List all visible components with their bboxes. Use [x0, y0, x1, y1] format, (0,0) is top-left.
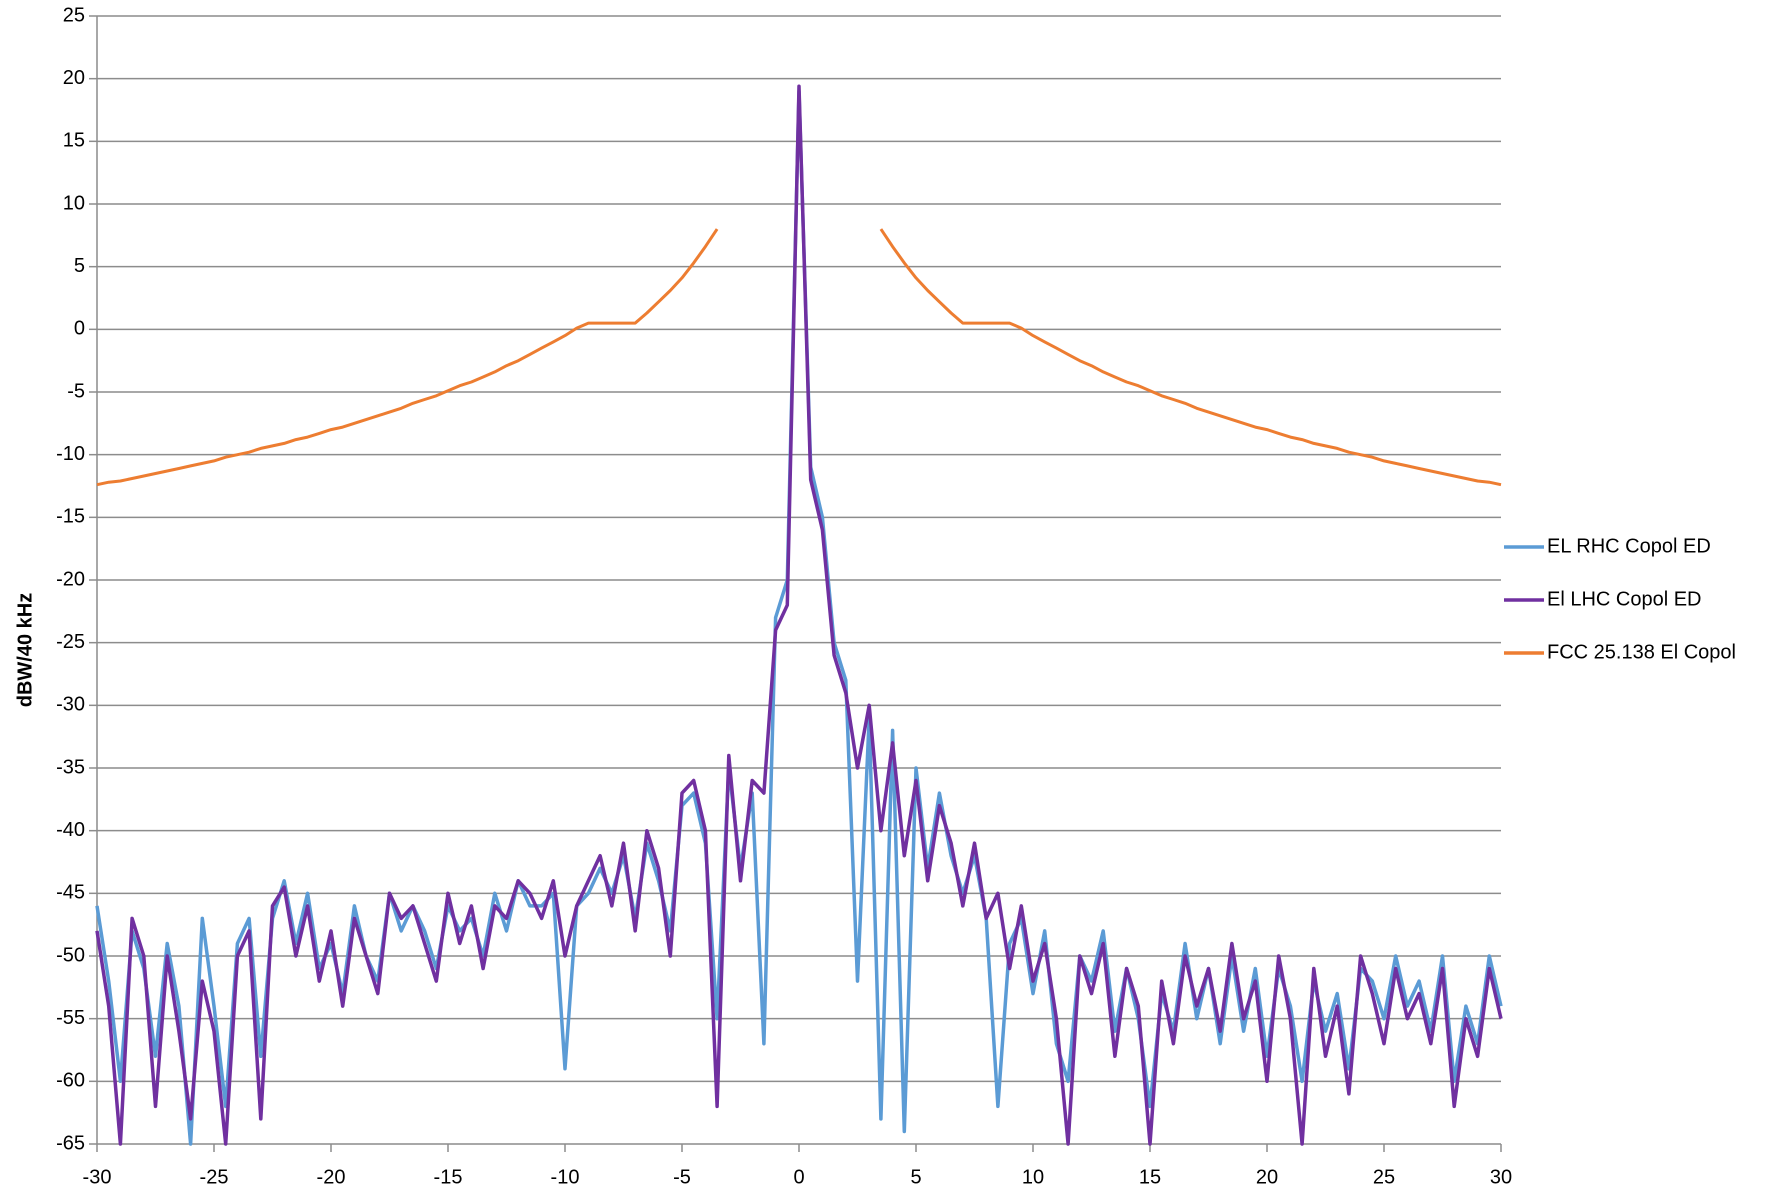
x-tick-label: 10 — [1022, 1166, 1044, 1188]
y-tick-label: -10 — [56, 443, 85, 465]
y-tick-label: -65 — [56, 1132, 85, 1154]
y-tick-label: -60 — [56, 1070, 85, 1092]
y-tick-label: -20 — [56, 568, 85, 590]
y-tick-label: -55 — [56, 1007, 85, 1029]
y-tick-label: 15 — [63, 130, 85, 152]
x-tick-label: 5 — [910, 1166, 921, 1188]
y-tick-label: -50 — [56, 944, 85, 966]
y-axis-label: dBW/40 kHz — [14, 593, 36, 707]
y-tick-label: -5 — [67, 380, 85, 402]
legend-label: EL RHC Copol ED — [1547, 535, 1711, 557]
y-tick-label: 20 — [63, 67, 85, 89]
series-line — [96, 228, 1502, 487]
x-tick-label: -10 — [551, 1166, 580, 1188]
y-tick-label: 0 — [74, 318, 85, 340]
series-line — [95, 89, 1503, 1146]
x-tick-label: -30 — [83, 1166, 112, 1188]
x-tick-label: 20 — [1256, 1166, 1278, 1188]
y-tick-label: -45 — [56, 882, 85, 904]
x-tick-label: 0 — [793, 1166, 804, 1188]
x-tick-label: 15 — [1139, 1166, 1161, 1188]
y-tick-label: -40 — [56, 819, 85, 841]
y-tick-label: 25 — [63, 4, 85, 26]
x-tick-label: -20 — [317, 1166, 346, 1188]
y-tick-label: -25 — [56, 631, 85, 653]
y-tick-label: -35 — [56, 756, 85, 778]
x-tick-label: -15 — [434, 1166, 463, 1188]
y-tick-label: 10 — [63, 192, 85, 214]
x-tick-label: 30 — [1490, 1166, 1512, 1188]
y-tick-label: -15 — [56, 506, 85, 528]
x-tick-label: 25 — [1373, 1166, 1395, 1188]
legend-label: El LHC Copol ED — [1547, 588, 1702, 610]
y-tick-label: 5 — [74, 255, 85, 277]
legend-label: FCC 25.138 El Copol — [1547, 641, 1736, 663]
series-line — [95, 84, 1503, 1146]
x-tick-label: -5 — [673, 1166, 691, 1188]
x-tick-label: -25 — [200, 1166, 229, 1188]
y-tick-label: -30 — [56, 694, 85, 716]
